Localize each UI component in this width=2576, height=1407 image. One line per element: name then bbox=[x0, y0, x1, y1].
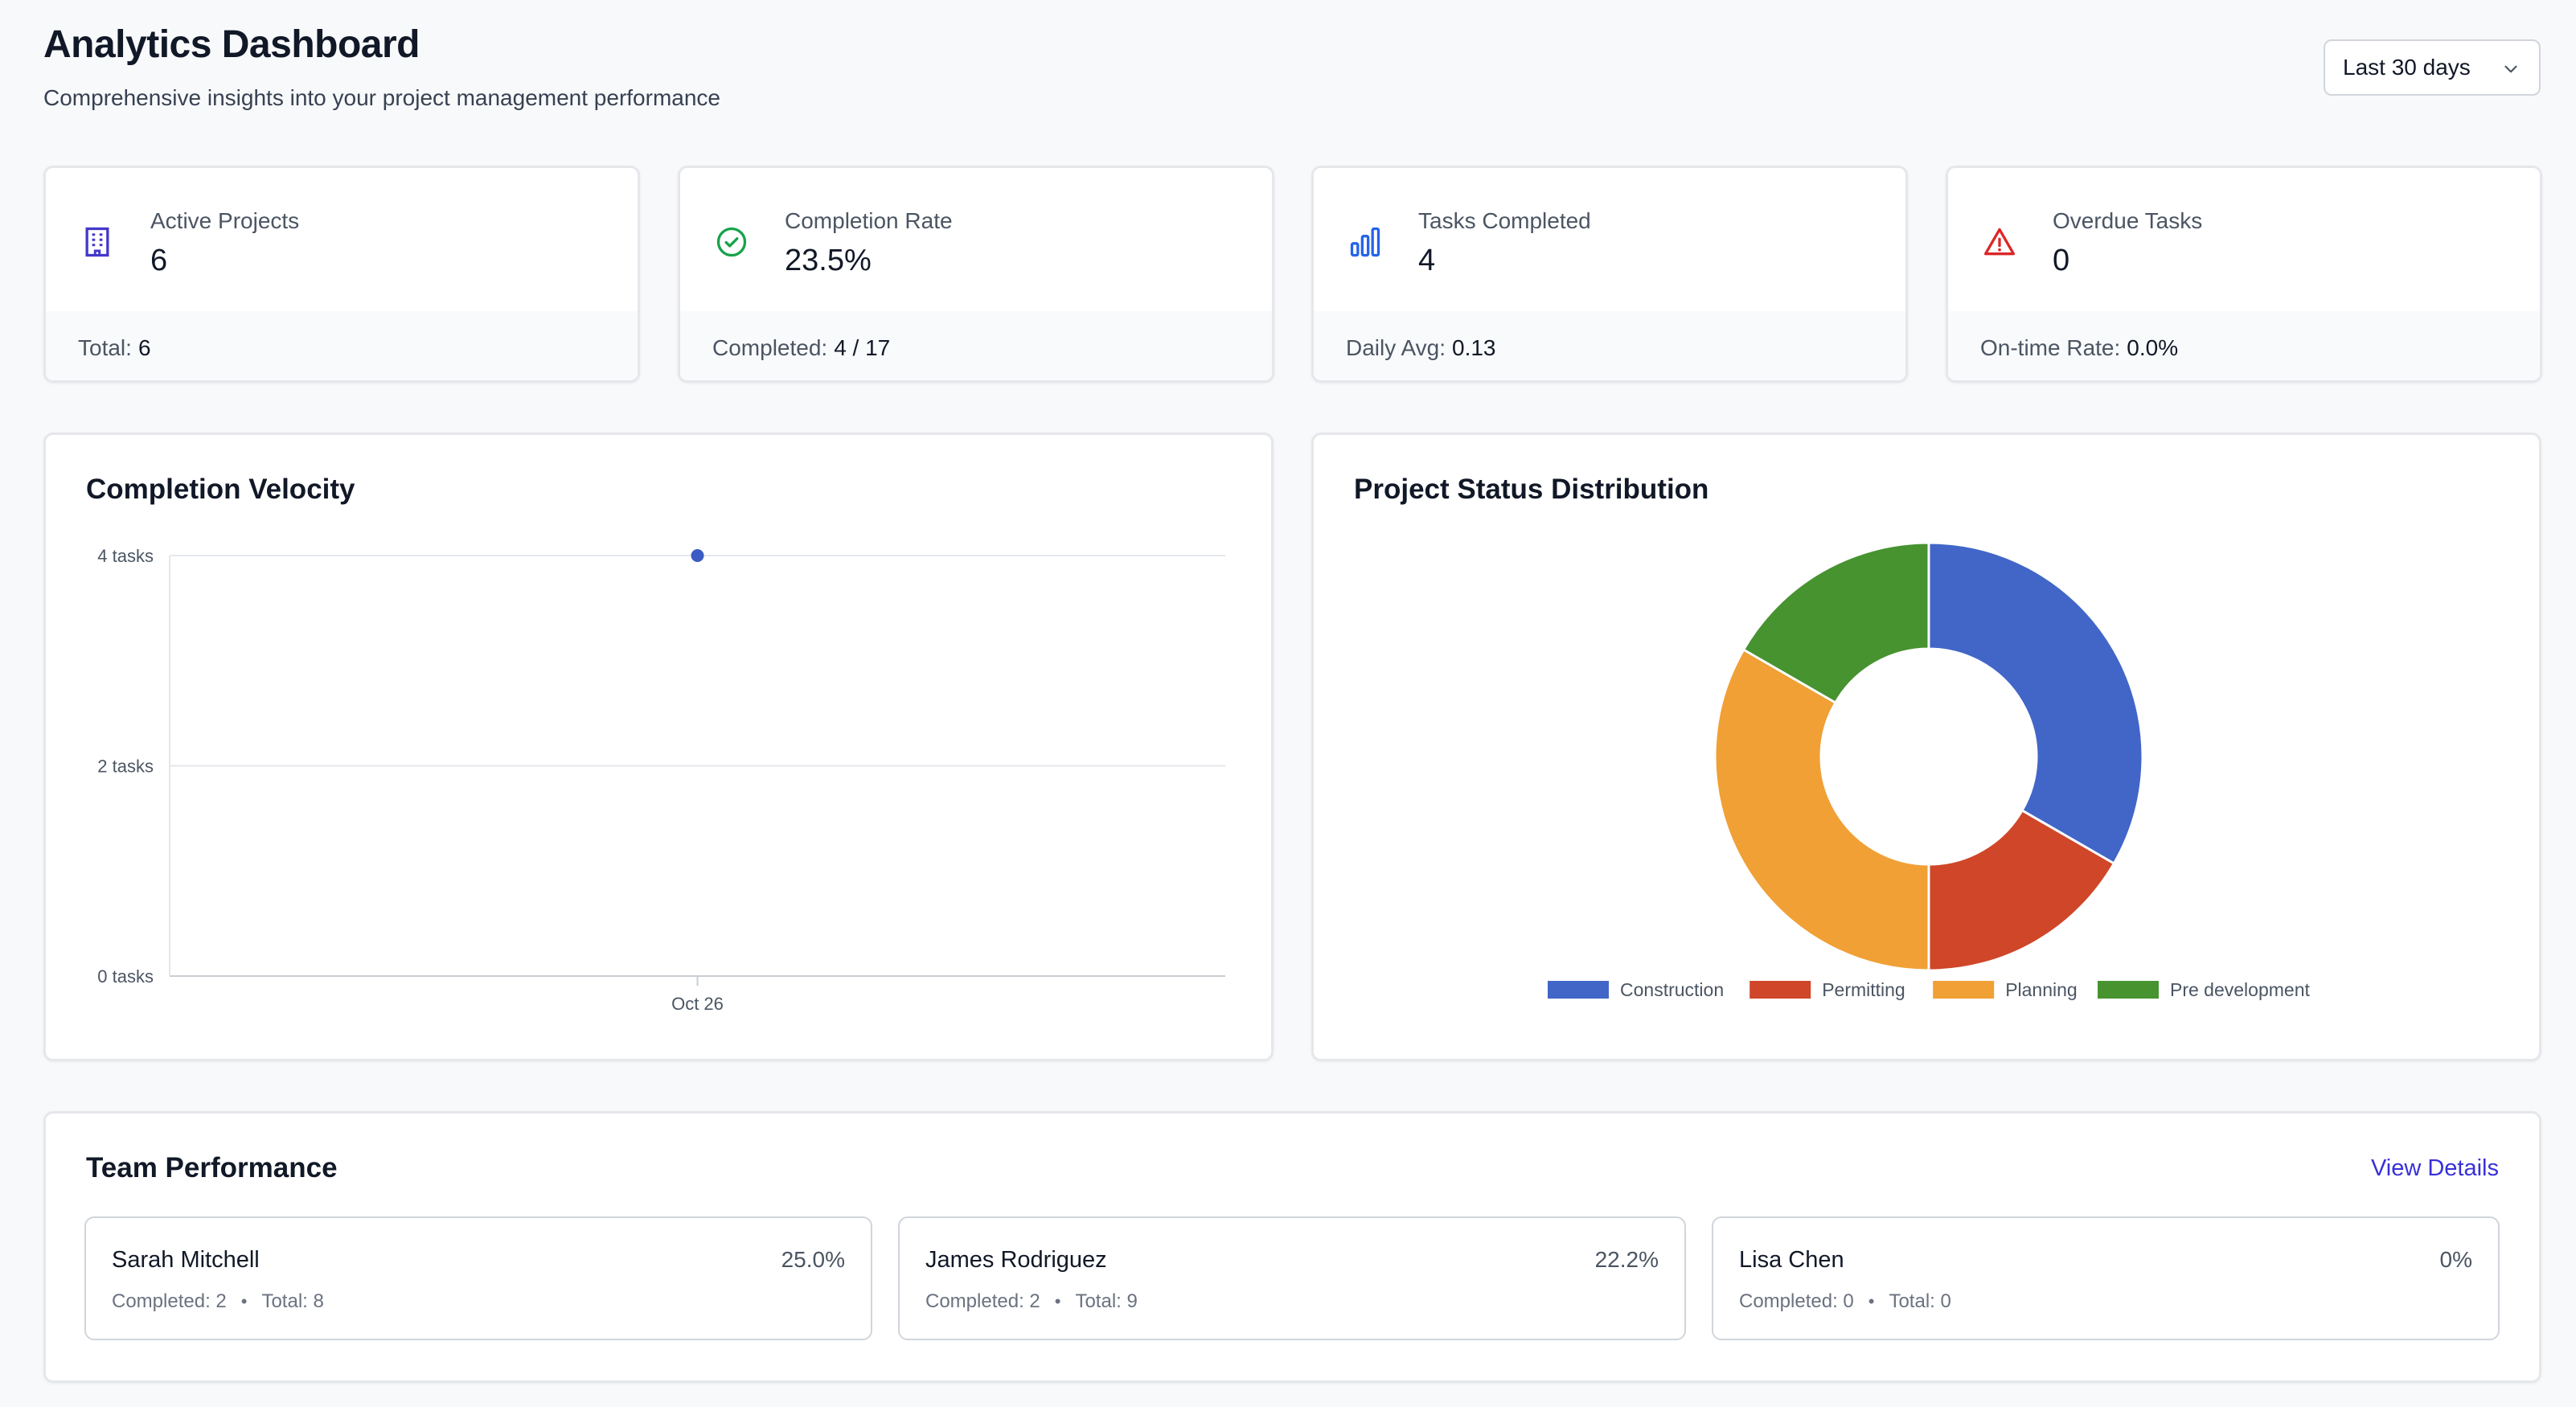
member-total: Total: 0 bbox=[1889, 1290, 1951, 1312]
stat-footer-value: 6 bbox=[137, 335, 151, 360]
team-performance-panel: Team Performance View Details Sarah Mitc… bbox=[43, 1111, 2541, 1383]
team-member-card[interactable]: Sarah Mitchell 25.0% Completed: 2 • Tota… bbox=[84, 1216, 872, 1340]
donut-slice bbox=[1927, 541, 2144, 866]
member-name: Sarah Mitchell bbox=[112, 1247, 260, 1273]
chevron-down-icon bbox=[2504, 65, 2517, 73]
date-range-value: Last 30 days bbox=[2343, 55, 2471, 80]
stat-card-active-projects: Active Projects 6 Total: 6 bbox=[43, 166, 640, 383]
legend-swatch bbox=[2098, 981, 2159, 999]
data-point bbox=[691, 549, 704, 562]
check-circle-icon bbox=[716, 227, 747, 257]
page-subtitle: Comprehensive insights into your project… bbox=[43, 85, 720, 110]
velocity-chart: 0 tasks 2 tasks 4 tasks Oct 26 bbox=[97, 546, 1225, 1014]
stat-footer: Daily Avg: 0.13 bbox=[1314, 311, 1905, 380]
member-completion-rate: 0% bbox=[2439, 1247, 2472, 1272]
donut-slice bbox=[1741, 541, 1930, 705]
member-completed: Completed: 0 bbox=[1739, 1290, 1854, 1312]
building-icon bbox=[85, 227, 109, 257]
member-completed: Completed: 2 bbox=[925, 1290, 1040, 1312]
stat-card-overdue-tasks: Overdue Tasks 0 On-time Rate: 0.0% bbox=[1946, 166, 2542, 383]
stat-footer-label: Total: bbox=[78, 335, 132, 360]
stat-footer-label: On-time Rate: bbox=[1980, 335, 2121, 360]
stat-label: Tasks Completed bbox=[1418, 208, 1591, 233]
completion-velocity-panel: Completion Velocity 0 tasks 2 tasks 4 task… bbox=[43, 433, 1274, 1061]
stat-footer: Total: 6 bbox=[46, 311, 638, 380]
donut-slice bbox=[1927, 808, 2116, 972]
stat-label: Active Projects bbox=[150, 208, 300, 233]
meta-separator: • bbox=[240, 1291, 248, 1311]
date-range-select[interactable]: Last 30 days bbox=[2324, 39, 2541, 96]
stat-label: Completion Rate bbox=[785, 208, 953, 233]
stat-label: Overdue Tasks bbox=[2053, 208, 2203, 233]
y-tick-label: 4 tasks bbox=[97, 546, 154, 566]
stat-footer-value: 0.0% bbox=[2127, 335, 2179, 360]
team-member-card[interactable]: James Rodriguez 22.2% Completed: 2 • Tot… bbox=[898, 1216, 1686, 1340]
member-name: Lisa Chen bbox=[1739, 1247, 1844, 1273]
stat-card-completion-rate: Completion Rate 23.5% Completed: 4 / 17 bbox=[678, 166, 1274, 383]
stat-value: 4 bbox=[1418, 244, 1436, 277]
page-title: Analytics Dashboard bbox=[43, 23, 420, 66]
member-meta: Completed: 2 • Total: 9 bbox=[925, 1290, 1138, 1313]
stat-value: 23.5% bbox=[785, 244, 872, 277]
stat-footer-value: 0.13 bbox=[1452, 335, 1496, 360]
y-tick-label: 0 tasks bbox=[97, 966, 154, 987]
stat-footer-label: Daily Avg: bbox=[1346, 335, 1446, 360]
member-total: Total: 8 bbox=[261, 1290, 324, 1312]
legend-label: Permitting bbox=[1822, 979, 1905, 1000]
legend-swatch bbox=[1933, 981, 1995, 999]
warning-icon bbox=[1983, 228, 2016, 256]
panel-title: Project Status Distribution bbox=[1354, 474, 1709, 505]
stat-footer-label: Completed: bbox=[712, 335, 828, 360]
panel-title: Team Performance bbox=[86, 1152, 338, 1183]
member-completion-rate: 22.2% bbox=[1594, 1247, 1659, 1272]
status-donut-chart: Construction Permitting Planning Pre develo… bbox=[1548, 541, 2310, 1000]
donut-slice bbox=[1713, 647, 1930, 972]
legend-swatch bbox=[1749, 981, 1811, 999]
team-member-card[interactable]: Lisa Chen 0% Completed: 0 • Total: 0 bbox=[1712, 1216, 2500, 1340]
stat-footer: On-time Rate: 0.0% bbox=[1948, 311, 2540, 380]
member-completed: Completed: 2 bbox=[112, 1290, 227, 1312]
legend-label: Construction bbox=[1620, 979, 1724, 1000]
legend-label: Pre development bbox=[2170, 979, 2310, 1000]
y-tick-label: 2 tasks bbox=[97, 757, 154, 777]
stat-footer: Completed: 4 / 17 bbox=[680, 311, 1272, 380]
x-tick-label: Oct 26 bbox=[671, 994, 724, 1014]
member-total: Total: 9 bbox=[1075, 1290, 1138, 1312]
panel-title: Completion Velocity bbox=[86, 474, 355, 505]
meta-separator: • bbox=[1868, 1291, 1875, 1311]
member-meta: Completed: 0 • Total: 0 bbox=[1739, 1290, 1951, 1313]
legend-swatch bbox=[1548, 981, 1609, 999]
member-meta: Completed: 2 • Total: 8 bbox=[112, 1290, 324, 1313]
meta-separator: • bbox=[1054, 1291, 1061, 1311]
bar-chart-icon bbox=[1350, 227, 1380, 257]
stat-card-tasks-completed: Tasks Completed 4 Daily Avg: 0.13 bbox=[1311, 166, 1908, 383]
status-distribution-panel: Project Status Distribution Construction… bbox=[1311, 433, 2541, 1061]
stat-value: 6 bbox=[150, 244, 168, 277]
stat-value: 0 bbox=[2053, 244, 2070, 277]
member-completion-rate: 25.0% bbox=[781, 1247, 845, 1272]
view-details-link[interactable]: View Details bbox=[2370, 1155, 2499, 1181]
member-name: James Rodriguez bbox=[925, 1247, 1107, 1273]
legend-label: Planning bbox=[2005, 979, 2078, 1000]
stat-footer-value: 4 / 17 bbox=[834, 335, 891, 360]
